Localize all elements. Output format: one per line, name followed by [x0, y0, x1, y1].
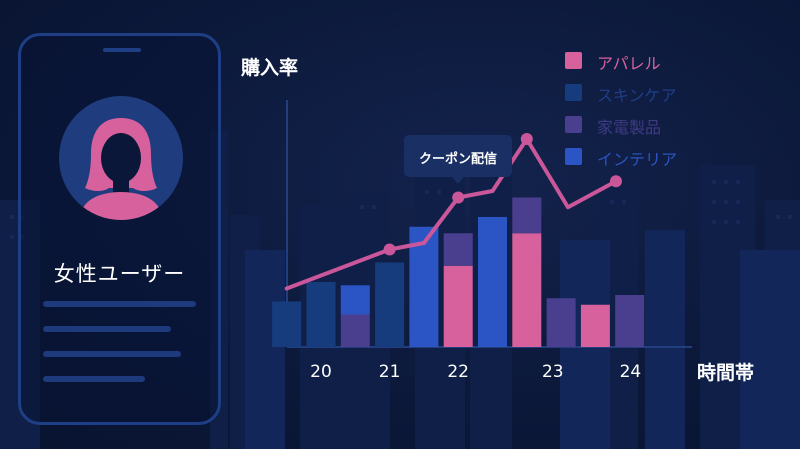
bar-segment-7-家電製品: [512, 197, 542, 234]
user-label: 女性ユーザー: [53, 262, 186, 286]
x-axis-label: 時間帯: [697, 362, 755, 384]
line-point: [452, 191, 465, 204]
line-point: [520, 133, 533, 145]
line-point: [383, 243, 396, 256]
bar-segment-9-アパレル: [580, 304, 610, 347]
legend-label: インテリア: [597, 150, 678, 169]
legend-swatch: [565, 84, 582, 101]
bar-segment-3-スキンケア: [375, 262, 405, 347]
legend-swatch: [565, 116, 582, 133]
bar-segment-5-家電製品: [443, 233, 473, 266]
x-tick-label: 23: [541, 362, 564, 382]
x-tick-label: 21: [378, 362, 401, 382]
legend-label: スキンケア: [597, 86, 677, 105]
bar-segment-10-家電製品: [615, 295, 645, 347]
bar-segment-6-インテリア: [478, 217, 507, 347]
placeholder-text-line: [43, 326, 171, 332]
bar-segment-8-家電製品: [546, 298, 576, 347]
coupon-callout: クーポン配信: [404, 135, 512, 184]
x-tick-label: 20: [310, 362, 332, 382]
bar-segment-2-家電製品: [340, 314, 370, 347]
bar-segment-5-アパレル: [443, 265, 473, 347]
placeholder-text-line: [43, 376, 145, 382]
legend-label: アパレル: [597, 54, 661, 73]
x-tick-label: 22: [447, 362, 469, 382]
bar-segment-0-スキンケア: [272, 301, 302, 347]
y-axis-label: 購入率: [241, 57, 299, 79]
placeholder-text-line: [43, 351, 181, 357]
legend-swatch: [565, 52, 582, 69]
smartphone-frame: 女性ユーザー: [18, 33, 221, 425]
callout-text: クーポン配信: [418, 152, 497, 167]
line-point: [609, 175, 622, 188]
legend-label: 家電製品: [597, 118, 662, 137]
legend-swatch: [565, 148, 582, 165]
placeholder-text-line: [43, 301, 196, 307]
female-user-icon: [59, 96, 183, 220]
x-tick-label: 24: [619, 362, 642, 382]
bar-segment-7-アパレル: [512, 233, 542, 347]
bar-segment-1-スキンケア: [306, 282, 336, 347]
callout-pointer: [452, 177, 464, 184]
phone-speaker: [103, 48, 141, 52]
bar-segment-2-インテリア: [340, 285, 370, 315]
